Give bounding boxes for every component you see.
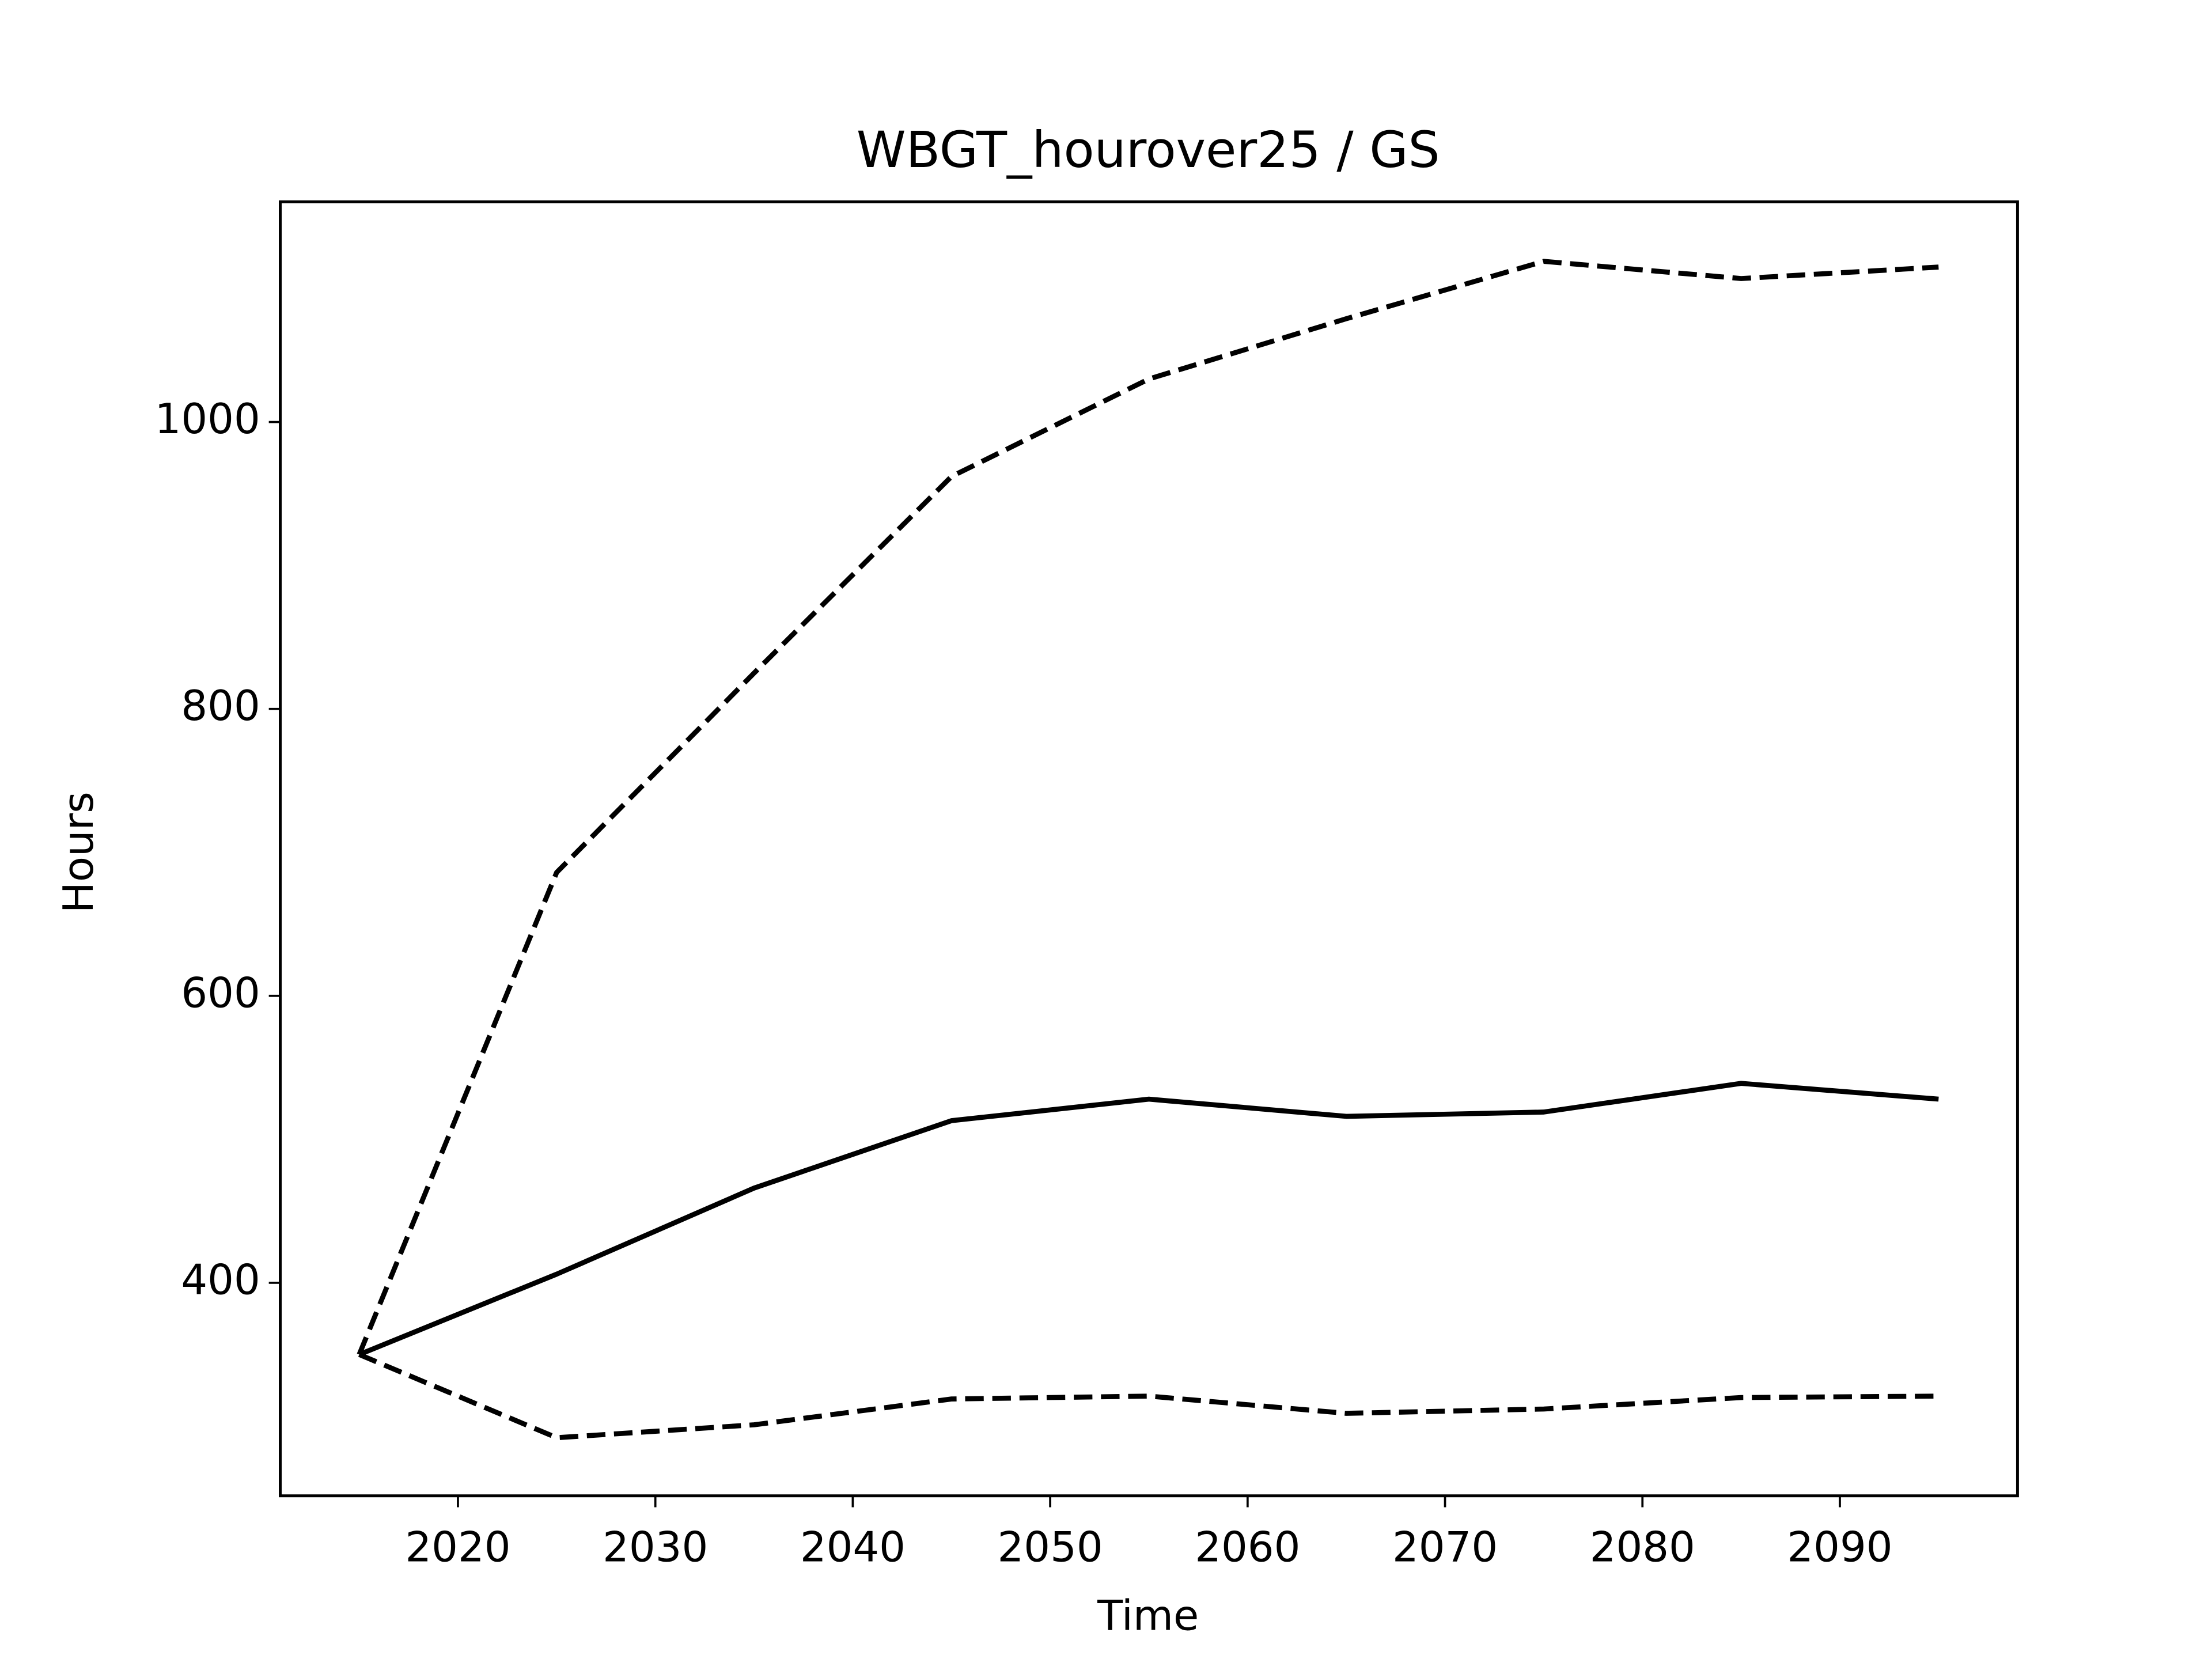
y-tick-label: 800 bbox=[181, 681, 260, 730]
series-line bbox=[358, 1352, 1939, 1441]
x-tick-label: 2060 bbox=[1195, 1523, 1300, 1571]
chart-title: WBGT_hourover25 / GS bbox=[857, 121, 1440, 179]
plot-frame bbox=[279, 200, 2019, 1498]
y-tick-label: 600 bbox=[181, 968, 260, 1017]
x-tick-label: 2040 bbox=[800, 1523, 906, 1571]
x-tick-label: 2080 bbox=[1590, 1523, 1695, 1571]
x-tick-label: 2020 bbox=[405, 1523, 510, 1571]
x-tick-label: 2050 bbox=[998, 1523, 1103, 1571]
series-line bbox=[357, 259, 1939, 1356]
x-tick-label: 2070 bbox=[1392, 1523, 1498, 1571]
x-tick-label: 2030 bbox=[603, 1523, 708, 1571]
y-tick-label: 1000 bbox=[155, 395, 260, 443]
y-axis-label: Hours bbox=[54, 791, 103, 913]
y-tick-label: 400 bbox=[181, 1255, 260, 1304]
series-line bbox=[358, 1081, 1939, 1357]
x-axis-label: Time bbox=[1097, 1592, 1199, 1640]
x-tick-label: 2090 bbox=[1787, 1523, 1892, 1571]
